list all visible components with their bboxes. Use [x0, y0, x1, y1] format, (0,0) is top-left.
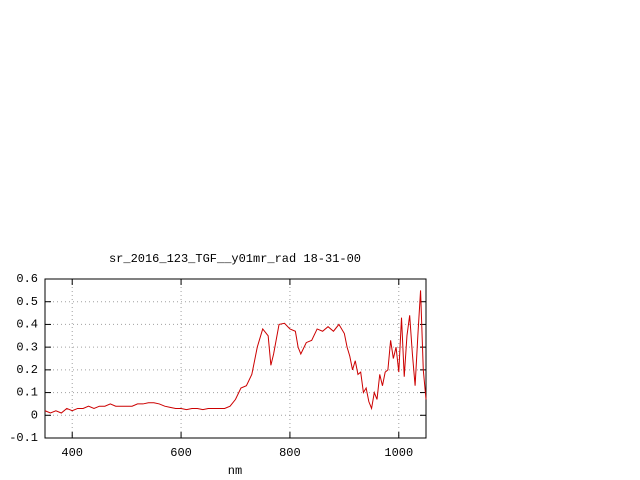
x-tick-label: 600	[170, 446, 192, 460]
y-tick-label: 0.1	[16, 386, 38, 400]
data-line	[44, 290, 427, 414]
y-tick-label: 0	[31, 408, 38, 422]
x-tick-label: 800	[279, 446, 301, 460]
chart-title: sr_2016_123_TGF__y01mr_rad 18-31-00	[109, 252, 361, 266]
x-axis-label: nm	[228, 464, 242, 478]
y-tick-label: 0.4	[16, 318, 38, 332]
x-tick-label: 400	[61, 446, 83, 460]
y-tick-label: 0.3	[16, 340, 38, 354]
y-tick-label: 0.5	[16, 295, 38, 309]
y-tick-label: 0.2	[16, 363, 38, 377]
plot-frame	[44, 278, 427, 439]
y-tick-label: 0.6	[16, 272, 38, 286]
y-tick-label: -0.1	[9, 431, 38, 445]
x-tick-label: 1000	[384, 446, 413, 460]
